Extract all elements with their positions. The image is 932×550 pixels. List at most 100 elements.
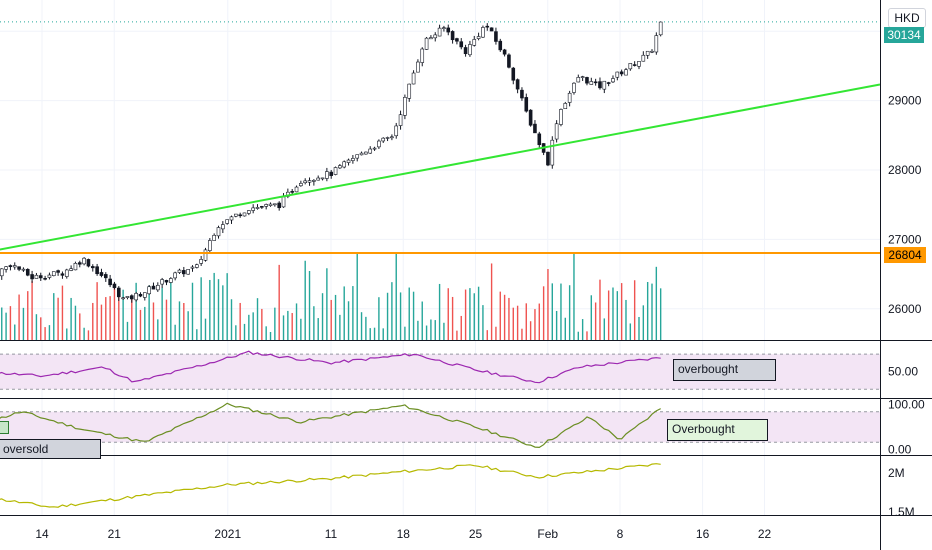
- volume-bar: [594, 302, 597, 340]
- volume-bar: [1, 307, 3, 340]
- volume-bar: [135, 282, 137, 340]
- volume-bar: [560, 283, 562, 340]
- volume-bar: [369, 328, 371, 340]
- volume-bar: [378, 297, 380, 340]
- candle-body: [572, 82, 576, 93]
- volume-bar: [326, 268, 328, 340]
- candle-body: [624, 69, 628, 76]
- candle-body: [73, 263, 78, 271]
- candle-body: [290, 191, 294, 193]
- volume-bars: [1, 252, 662, 340]
- candle-body: [524, 97, 529, 112]
- rsi-overbought-note[interactable]: overbought: [673, 359, 776, 381]
- volume-bar: [490, 263, 493, 340]
- volume-bar: [226, 273, 228, 340]
- candle-body: [164, 280, 169, 283]
- price-axis[interactable]: 260002700028000290003000050.00100.000.00…: [888, 24, 925, 519]
- candle-body: [251, 207, 255, 211]
- candle-body: [433, 34, 438, 39]
- stoch-overbought-note[interactable]: Overbought: [667, 419, 768, 441]
- stoch-tick-label: 100.00: [888, 398, 925, 412]
- candle-body: [476, 36, 481, 39]
- volume-bar: [430, 319, 432, 340]
- volume-bar: [304, 260, 306, 340]
- obv-pane: [0, 463, 661, 508]
- volume-bar: [248, 314, 250, 340]
- volume-bar: [213, 272, 215, 340]
- volume-bar: [131, 299, 133, 340]
- candle-body: [472, 39, 477, 46]
- price-tick-label: 29000: [888, 94, 922, 108]
- volume-bar: [443, 322, 445, 340]
- candle-body: [398, 114, 403, 126]
- volume-bar: [83, 327, 85, 340]
- volume-bar: [603, 318, 606, 340]
- candle-body: [429, 37, 433, 40]
- candle-body: [658, 21, 663, 36]
- candle-body: [30, 274, 34, 280]
- volume-bar: [157, 319, 159, 340]
- volume-bar: [551, 283, 553, 340]
- volume-bar: [633, 280, 636, 340]
- volume-bar: [44, 327, 46, 340]
- price-tick-label: 27000: [888, 232, 922, 246]
- volume-bar: [148, 285, 150, 340]
- time-tick-label: 16: [696, 527, 710, 541]
- candle-body: [238, 214, 242, 217]
- candle-body: [34, 274, 39, 279]
- volume-bar: [287, 310, 289, 340]
- currency-label: HKD: [888, 8, 926, 28]
- candle-body: [156, 285, 160, 291]
- candle-body: [593, 81, 598, 84]
- candle-body: [533, 123, 537, 134]
- volume-bar: [256, 298, 259, 340]
- volume-bar: [646, 281, 649, 340]
- volume-bar: [222, 285, 224, 340]
- volume-bar: [482, 305, 484, 340]
- candle-body: [563, 103, 568, 110]
- candle-body: [377, 140, 381, 148]
- candle-body: [281, 196, 286, 208]
- volume-bar: [625, 299, 627, 340]
- volume-bar: [109, 296, 111, 340]
- checkbox-icon[interactable]: [0, 421, 9, 434]
- volume-bar: [100, 304, 103, 340]
- volume-bar: [486, 330, 488, 340]
- volume-bar: [412, 291, 415, 340]
- candle-body: [381, 137, 386, 142]
- volume-bar: [473, 293, 475, 340]
- candle-body: [208, 240, 212, 251]
- volume-bar: [66, 328, 68, 340]
- volume-bar: [417, 320, 419, 340]
- candle-body: [99, 272, 104, 276]
- candle-body: [12, 265, 17, 268]
- volume-bar: [14, 324, 16, 340]
- volume-bar: [48, 325, 51, 340]
- stoch-oversold-note[interactable]: oversold: [0, 439, 101, 459]
- candle-body: [221, 224, 225, 230]
- candle-body: [47, 274, 52, 278]
- volume-bar: [508, 297, 510, 340]
- volume-bar: [96, 282, 98, 340]
- volume-bar: [421, 301, 423, 340]
- candlesticks: [0, 21, 663, 303]
- volume-bar: [183, 302, 185, 340]
- volume-bar: [35, 314, 38, 340]
- candle-body: [134, 293, 138, 301]
- candle-body: [294, 186, 299, 193]
- trendline[interactable]: [0, 83, 881, 254]
- candle-body: [264, 204, 268, 207]
- candle-body: [125, 296, 130, 299]
- volume-bar: [5, 312, 7, 340]
- volume-bar: [499, 291, 501, 340]
- candle-body: [203, 249, 208, 261]
- volume-bar: [330, 299, 332, 340]
- volume-bar: [399, 292, 402, 340]
- volume-bar: [581, 319, 584, 340]
- volume-bar: [356, 252, 358, 340]
- candle-body: [507, 54, 511, 68]
- time-axis[interactable]: 14 21 2021 11 18 25 Feb 8 16 22: [35, 527, 771, 541]
- candle-body: [403, 97, 407, 116]
